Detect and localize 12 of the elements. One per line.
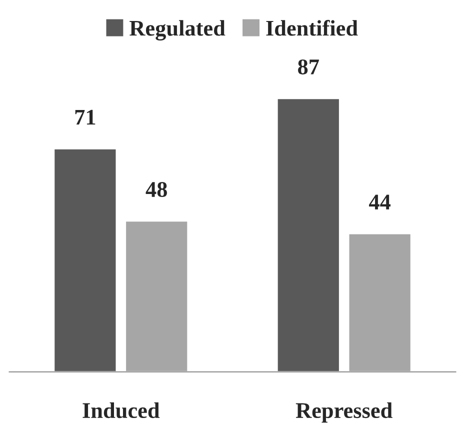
x-tick-label: Repressed [296, 402, 392, 423]
data-label: 48 [146, 182, 167, 198]
data-label: 44 [369, 194, 391, 210]
x-tick-label: Induced [82, 402, 160, 418]
data-label: 71 [75, 110, 96, 125]
data-label: 87 [298, 59, 319, 74]
bar [348, 232, 412, 372]
legend-label: Regulated [130, 20, 226, 40]
bar [124, 220, 189, 372]
legend-label: Identified [266, 20, 358, 36]
bar [276, 98, 340, 372]
bar [53, 148, 118, 372]
